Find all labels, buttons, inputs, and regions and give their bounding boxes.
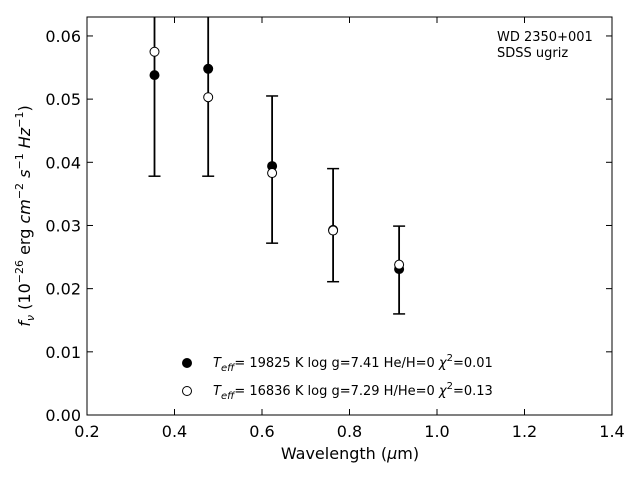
x-tick-label: 1.4 — [599, 422, 624, 441]
point-open — [203, 92, 214, 103]
x-tick-label: 0.4 — [162, 422, 187, 441]
y-tick-label: 0.04 — [45, 153, 81, 172]
legend-entry-1-chi: =0.01 — [453, 356, 493, 371]
legend-entry-2-chi: =0.13 — [453, 384, 493, 399]
legend-marker-open — [182, 386, 192, 396]
y-tick-label: 0.02 — [45, 280, 81, 299]
point-open — [328, 225, 339, 236]
y-tick-label: 0.03 — [45, 216, 81, 235]
y-tick-label: 0.06 — [45, 27, 81, 46]
y-tick-label: 0.01 — [45, 343, 81, 362]
point-open — [394, 259, 405, 270]
annotation-survey: SDSS ugriz — [497, 46, 568, 61]
y-axis-title: fν (10−26 erg cm−2 s−1 Hz−1) — [13, 105, 37, 326]
x-tick-label: 0.6 — [249, 422, 274, 441]
x-tick-label: 1.2 — [512, 422, 537, 441]
point-filled — [203, 63, 214, 74]
point-open — [267, 168, 278, 179]
legend-entry-1-text: = 19825 K log g=7.41 He/H=0 — [234, 356, 439, 371]
x-tick-label: 0.8 — [337, 422, 362, 441]
x-tick-label: 1.0 — [424, 422, 449, 441]
legend-entry-1: Teff= 19825 K log g=7.41 He/H=0 χ2=0.01 — [213, 353, 493, 374]
y-tick-label: 0.05 — [45, 90, 81, 109]
point-filled — [149, 70, 160, 81]
data-markers — [149, 46, 405, 275]
legend-marker-filled — [182, 358, 192, 368]
legend-entry-2-text: = 16836 K log g=7.29 H/He=0 — [234, 384, 439, 399]
x-tick-label: 0.2 — [74, 422, 99, 441]
y-tick-label: 0.00 — [45, 406, 81, 425]
axis-ticks: 0.2 0.4 0.6 0.8 1.0 1.2 1.4 0.00 0.01 0.02 0.03 0.0… — [45, 17, 625, 441]
legend: Teff= 19825 K log g=7.41 He/H=0 χ2=0.01 … — [182, 353, 493, 402]
legend-entry-2: Teff= 16836 K log g=7.29 H/He=0 χ2=0.13 — [213, 381, 493, 402]
point-open — [149, 46, 160, 57]
annotation-object: WD 2350+001 — [497, 30, 593, 45]
x-axis-title: Wavelength (μm) — [281, 444, 419, 463]
